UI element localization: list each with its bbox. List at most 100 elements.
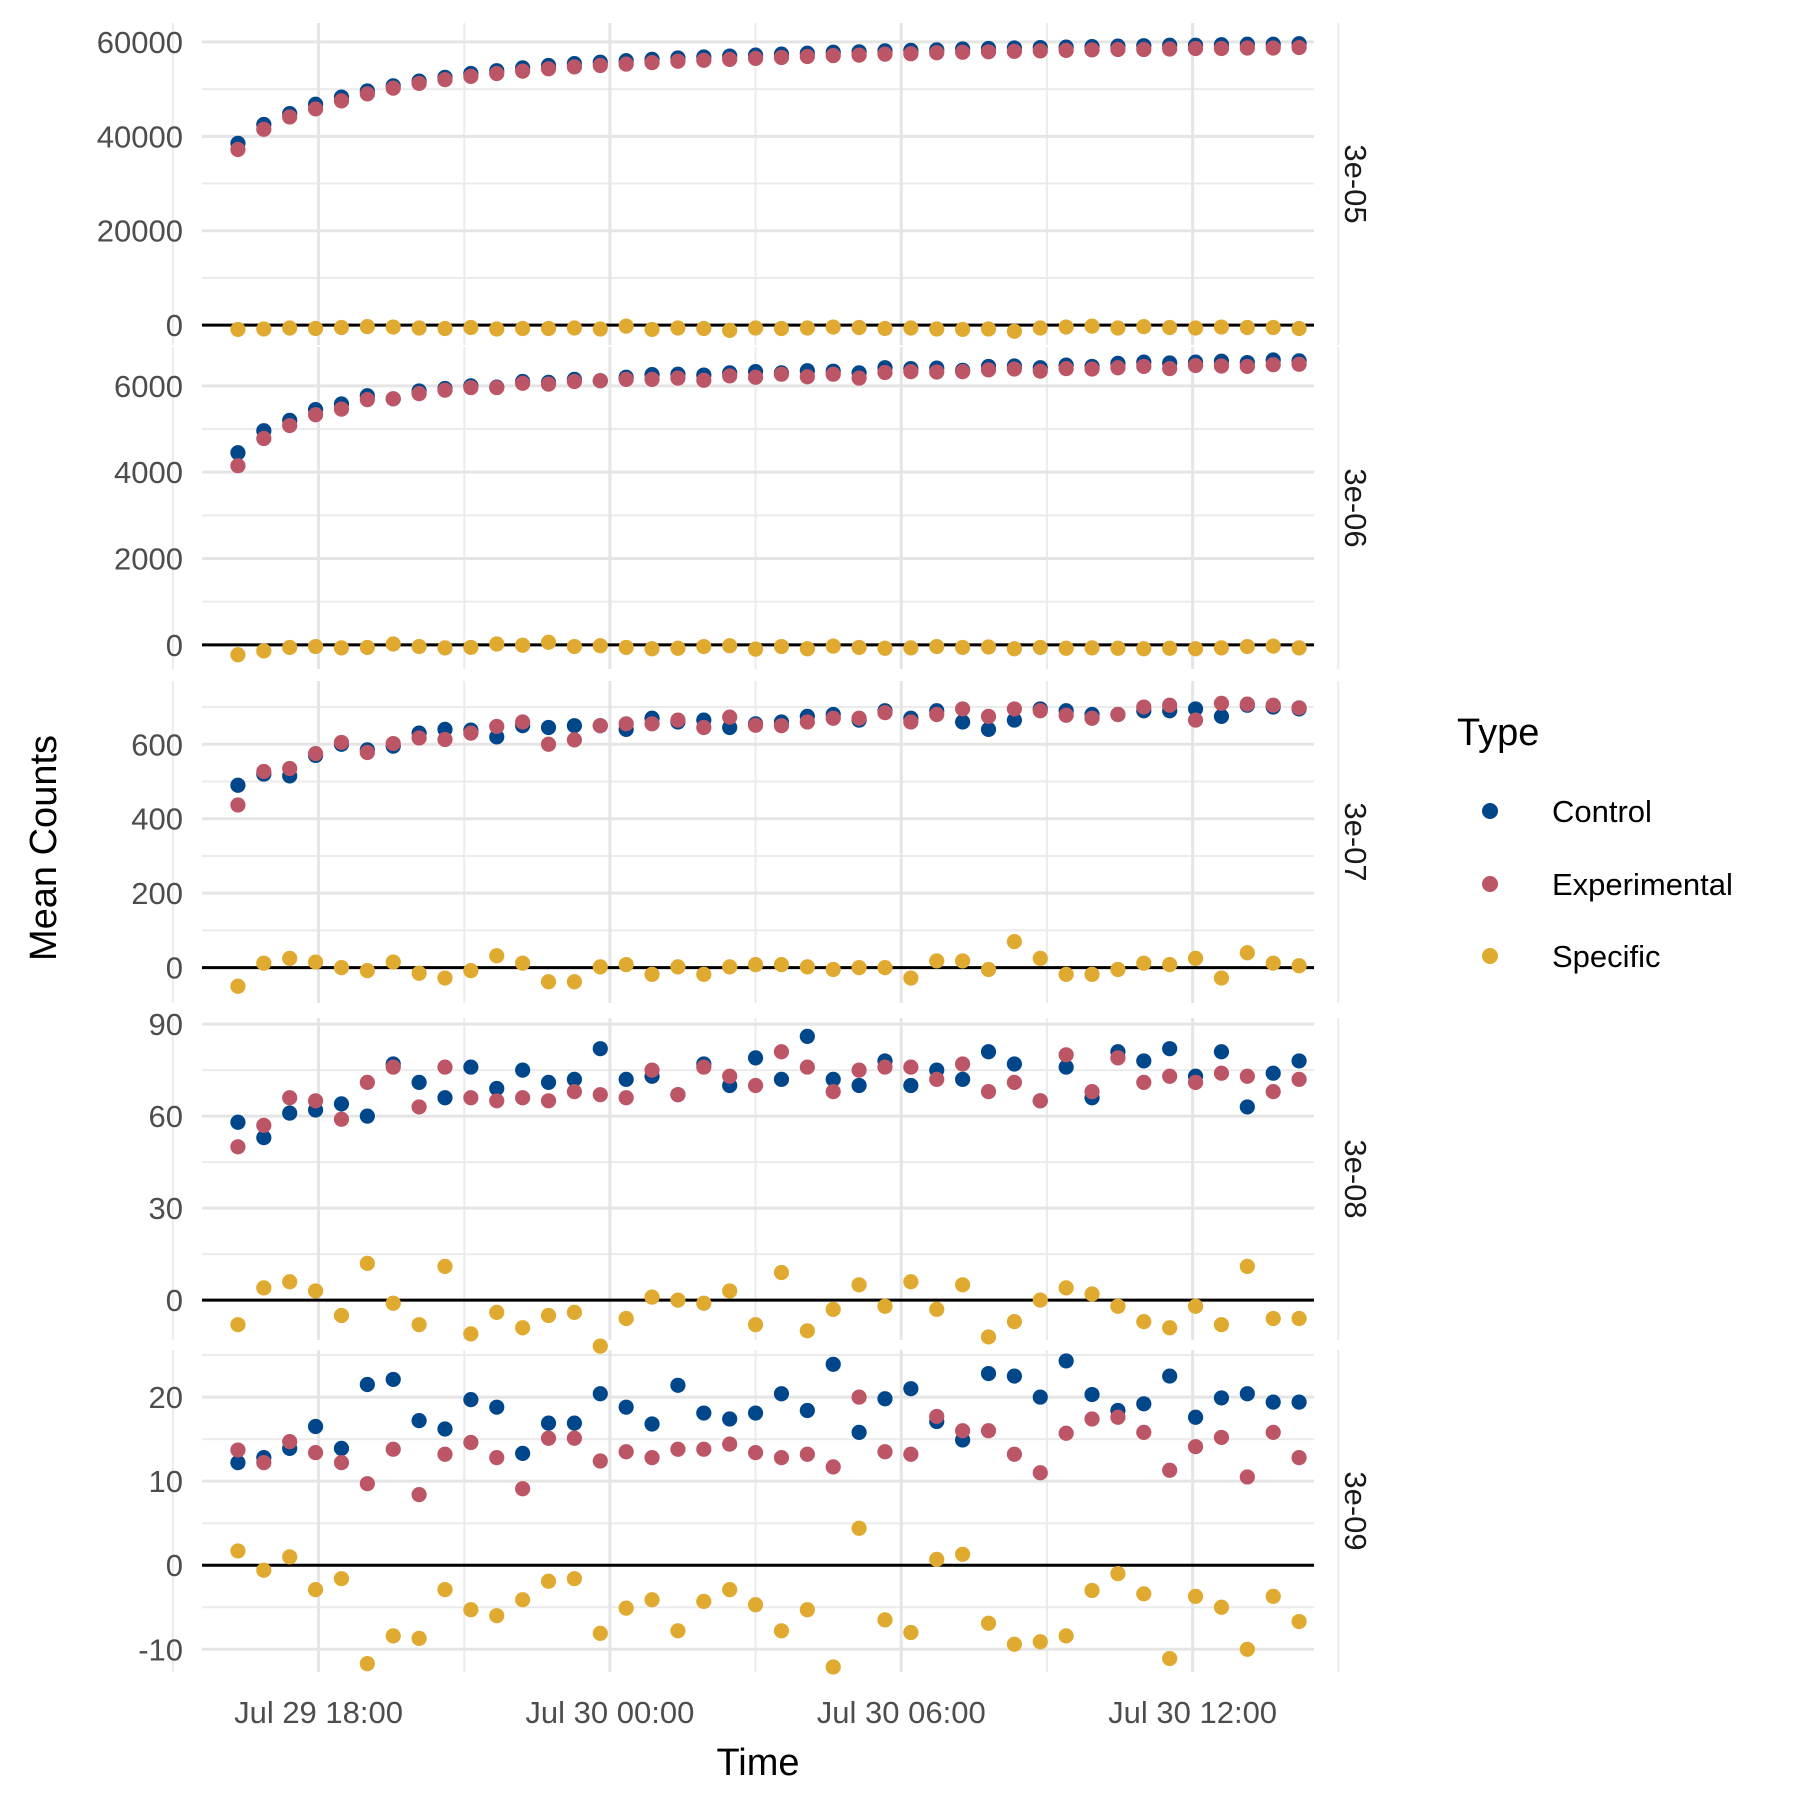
data-point — [877, 1444, 893, 1460]
data-point — [592, 1041, 608, 1057]
data-point — [618, 56, 634, 72]
data-point — [955, 701, 971, 717]
data-point — [980, 1423, 997, 1439]
legend-item-control: Control — [1482, 794, 1652, 829]
data-point — [1213, 1599, 1230, 1615]
data-point — [256, 1117, 272, 1133]
data-point — [644, 1062, 660, 1078]
data-point — [1265, 697, 1281, 713]
data-point — [1239, 1469, 1255, 1485]
data-point — [385, 1295, 401, 1311]
data-point — [1213, 640, 1230, 656]
data-point — [359, 1476, 375, 1492]
series-experimental — [230, 356, 1307, 474]
data-point — [1162, 1462, 1178, 1478]
data-point — [1006, 933, 1022, 950]
data-point — [903, 1446, 919, 1462]
data-point — [1291, 640, 1307, 656]
data-point — [1239, 1068, 1255, 1084]
data-point — [1110, 1298, 1126, 1314]
data-point — [463, 1392, 479, 1408]
data-point — [1162, 360, 1178, 377]
data-point — [670, 1292, 686, 1308]
data-point — [825, 1356, 841, 1372]
data-point — [1032, 703, 1048, 719]
data-point — [463, 1090, 479, 1106]
legend-title: Type — [1457, 712, 1539, 754]
data-point — [1213, 970, 1230, 986]
data-point — [1006, 1074, 1022, 1090]
data-point — [1136, 641, 1152, 657]
data-point — [799, 1028, 815, 1044]
data-point — [1084, 1386, 1100, 1403]
data-point — [307, 1418, 324, 1435]
x-tick-label: Jul 30 06:00 — [817, 1695, 986, 1730]
data-point — [1187, 1074, 1204, 1090]
data-point — [980, 708, 997, 724]
data-point — [437, 731, 453, 748]
data-point — [515, 1592, 531, 1608]
data-point — [463, 1059, 479, 1075]
data-point — [1291, 1310, 1307, 1327]
data-point — [955, 364, 971, 380]
data-point — [230, 1442, 246, 1458]
data-point — [333, 1455, 350, 1471]
data-point — [696, 52, 712, 68]
panel-3e-09: -10 0 10 20 3e-09 — [138, 1350, 1373, 1675]
data-point — [1110, 640, 1126, 656]
data-point — [851, 1062, 867, 1078]
data-point — [1032, 1389, 1048, 1405]
data-point — [799, 714, 815, 730]
data-point — [1213, 708, 1230, 724]
data-point — [592, 1386, 608, 1402]
data-point — [1291, 39, 1307, 56]
data-point — [1032, 639, 1048, 656]
data-point — [256, 643, 272, 659]
data-point — [929, 706, 945, 723]
data-point — [230, 1114, 246, 1130]
data-point — [1265, 319, 1281, 336]
y-tick-label: 20000 — [97, 214, 183, 249]
facet-strip-label: 3e-06 — [1338, 468, 1373, 547]
data-point — [773, 638, 790, 655]
data-point — [1162, 1068, 1178, 1084]
data-point — [747, 1077, 764, 1094]
data-point — [230, 777, 246, 793]
data-point — [1084, 361, 1100, 377]
data-point — [696, 320, 712, 337]
data-point — [411, 965, 427, 981]
data-point — [929, 45, 945, 61]
data-point — [307, 101, 324, 117]
y-tick-label: 200 — [131, 876, 183, 911]
data-point — [1162, 957, 1178, 973]
data-point — [1110, 320, 1126, 336]
data-point — [1162, 1320, 1178, 1336]
data-point — [618, 1310, 634, 1327]
data-point — [515, 1320, 531, 1336]
y-tick-label: -10 — [138, 1632, 183, 1667]
data-point — [773, 1264, 790, 1281]
data-point — [644, 321, 660, 338]
data-point — [333, 960, 350, 976]
data-point — [722, 638, 738, 654]
data-point — [385, 1059, 401, 1075]
data-point — [1265, 357, 1281, 373]
series-experimental — [230, 695, 1307, 813]
data-point — [1084, 42, 1100, 58]
data-point — [929, 953, 945, 969]
data-point — [644, 371, 660, 387]
data-point — [566, 638, 582, 655]
data-point — [359, 1255, 375, 1271]
data-point — [489, 1080, 505, 1097]
data-point — [282, 1549, 298, 1565]
data-point — [1213, 1429, 1230, 1446]
data-point — [1239, 1386, 1255, 1402]
data-point — [256, 121, 272, 137]
data-point — [385, 1371, 401, 1388]
data-point — [592, 638, 608, 654]
data-point — [592, 321, 608, 337]
data-point — [670, 959, 686, 975]
data-point — [566, 1415, 582, 1431]
data-point — [955, 44, 971, 60]
data-point — [489, 1608, 505, 1624]
